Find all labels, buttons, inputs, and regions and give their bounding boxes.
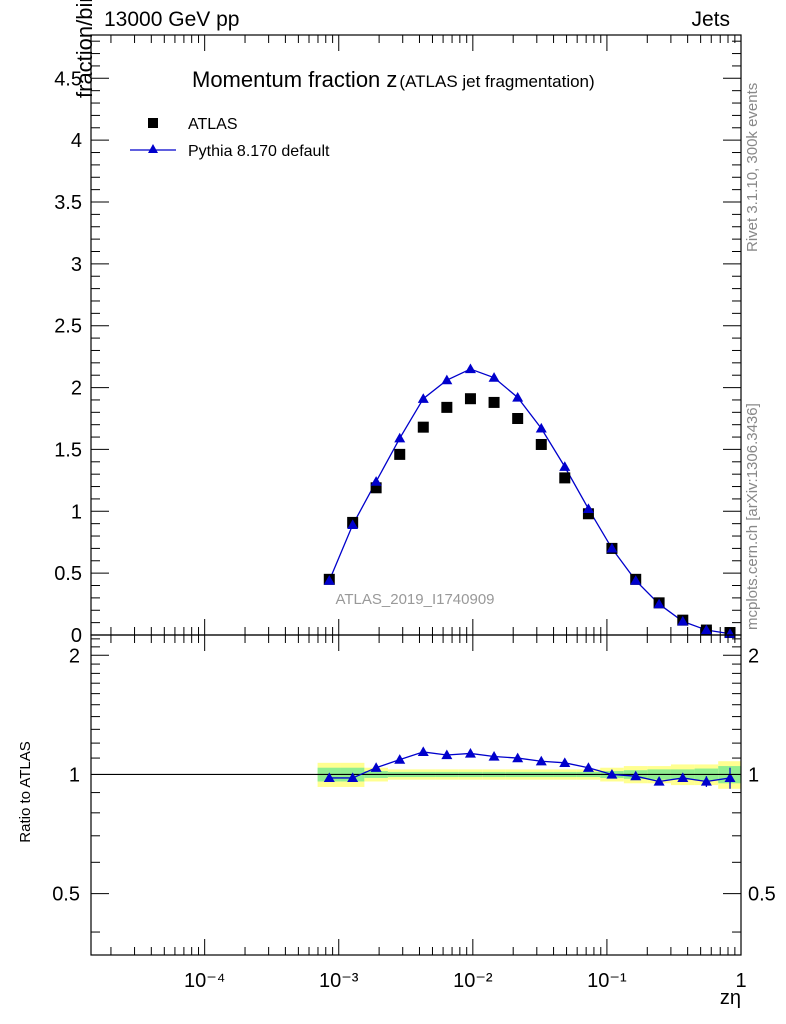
ratio-pythia-point xyxy=(630,770,642,781)
main-y-tick-label: 3.5 xyxy=(54,192,82,214)
pythia-point xyxy=(630,575,642,585)
main-y-tick-label: 0 xyxy=(71,625,82,647)
pythia-point xyxy=(370,476,382,486)
ratio-plot-frame xyxy=(90,634,742,956)
ratio-pythia-point xyxy=(653,775,665,786)
ratio-y-tick-label-right: 0.5 xyxy=(748,884,776,906)
atlas-data-point xyxy=(464,393,476,405)
ratio-x-ticks: 10⁻⁴ 10⁻³ 10⁻² 10⁻¹ 1 xyxy=(110,635,747,992)
pythia-point xyxy=(323,575,335,585)
main-y-tick-label: 2 xyxy=(71,378,82,400)
legend-pythia-label: Pythia 8.170 default xyxy=(188,143,330,160)
ratio-pythia-point xyxy=(441,749,453,760)
pythia-point xyxy=(488,372,500,382)
legend-atlas-marker xyxy=(148,118,158,128)
ratio-pythia-point xyxy=(347,772,359,783)
ratio-y-tick-label-right: 1 xyxy=(748,764,759,786)
ratio-pythia-point xyxy=(370,762,382,772)
pythia-point xyxy=(700,624,712,635)
ratio-pythia-points xyxy=(323,746,736,786)
pythia-point xyxy=(347,519,359,530)
main-y-tick-label: 0.5 xyxy=(54,563,82,585)
chart-title: Momentum fraction z xyxy=(192,67,397,92)
ratio-y-tick-label-left: 1 xyxy=(69,764,80,786)
legend: ATLAS Pythia 8.170 default xyxy=(130,116,330,160)
main-y-tick-label: 1 xyxy=(71,501,82,523)
ratio-pythia-point xyxy=(394,754,406,764)
ratio-pythia-point xyxy=(417,746,429,757)
chart-subtitle: (ATLAS jet fragmentation) xyxy=(399,72,594,91)
pythia-point xyxy=(417,393,429,403)
ratio-y-tick-label-left: 0.5 xyxy=(52,884,80,906)
x-tick-label: 10⁻⁴ xyxy=(184,970,225,992)
ratio-y-axis-label: Ratio to ATLAS xyxy=(17,741,34,842)
atlas-data-point xyxy=(559,472,571,484)
x-axis-label: zη xyxy=(720,987,741,1009)
x-tick-label: 10⁻³ xyxy=(319,970,359,992)
pythia-point xyxy=(464,363,476,374)
atlas-data-point xyxy=(441,401,453,413)
ratio-y-tick-label-right: 2 xyxy=(748,645,759,667)
pythia-point xyxy=(512,391,524,402)
legend-atlas-label: ATLAS xyxy=(188,116,238,133)
main-y-tick-label: 4 xyxy=(71,130,82,152)
ratio-pythia-point xyxy=(700,775,712,786)
pythia-point xyxy=(653,598,665,609)
pythia-point xyxy=(606,542,618,553)
pythia-points xyxy=(323,363,736,638)
ratio-pythia-point xyxy=(606,768,618,779)
main-y-ticks: 0 0.5 1 1.5 2 2.5 3 3.5 4 4.5 xyxy=(54,40,741,647)
pythia-point xyxy=(441,374,453,385)
ratio-pythia-line xyxy=(329,751,731,783)
atlas-data-point xyxy=(512,413,524,425)
x-tick-label: 1 xyxy=(735,970,746,992)
ratio-pythia-point xyxy=(488,751,500,761)
x-tick-label: 10⁻¹ xyxy=(587,970,627,992)
main-y-axis-label: fraction/bin xyxy=(72,0,97,98)
ratio-pythia-point xyxy=(535,755,547,766)
legend-pythia-marker xyxy=(148,144,158,153)
main-panel: 0 0.5 1 1.5 2 2.5 3 3.5 4 4.5 fraction/bin Moment… xyxy=(54,0,742,647)
ratio-pythia-point xyxy=(512,752,524,763)
ratio-pythia-point xyxy=(559,757,571,767)
ratio-pythia-point xyxy=(464,747,476,758)
main-y-tick-label: 4.5 xyxy=(54,68,82,90)
x-tick-label: 10⁻² xyxy=(453,970,493,992)
main-y-tick-label: 1.5 xyxy=(54,439,82,461)
pythia-point xyxy=(677,615,689,626)
pythia-point xyxy=(394,432,406,443)
atlas-data-point xyxy=(417,421,429,433)
atlas-data-point xyxy=(394,448,406,460)
pythia-point xyxy=(535,422,547,433)
analysis-watermark: ATLAS_2019_I1740909 xyxy=(335,591,494,608)
atlas-data-point xyxy=(582,508,594,520)
pythia-point xyxy=(559,461,571,471)
main-y-tick-label: 2.5 xyxy=(54,316,82,338)
atlas-data-point xyxy=(535,438,547,450)
main-y-tick-label: 3 xyxy=(71,254,82,276)
ratio-y-tick-label-left: 2 xyxy=(69,645,80,667)
ratio-pythia-point xyxy=(582,762,594,772)
pythia-point xyxy=(582,503,594,513)
ratio-panel: 10⁻⁴ 10⁻³ 10⁻² 10⁻¹ 1 0.5 0.5 1 1 2 2 Ratio to AT… xyxy=(17,634,776,1009)
atlas-data-point xyxy=(370,482,382,494)
atlas-data-point xyxy=(488,396,500,408)
ratio-pythia-point xyxy=(677,772,689,783)
ratio-pythia-point xyxy=(724,772,736,783)
ratio-y-ticks: 0.5 0.5 1 1 2 2 xyxy=(52,638,776,933)
header-process-label: 13000 GeV pp xyxy=(104,8,240,31)
header-category-label: Jets xyxy=(691,8,730,31)
ratio-pythia-point xyxy=(323,772,335,783)
